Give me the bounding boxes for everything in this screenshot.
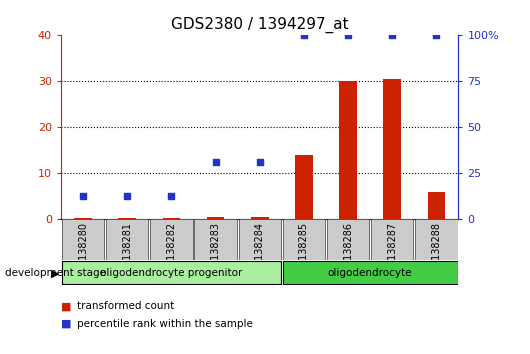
FancyBboxPatch shape <box>195 219 237 260</box>
Point <box>211 160 220 165</box>
Text: GSM138285: GSM138285 <box>299 222 309 281</box>
Bar <box>118 218 136 219</box>
Point <box>123 193 131 198</box>
FancyBboxPatch shape <box>282 219 325 260</box>
Point <box>255 160 264 165</box>
Text: oligodendrocyte: oligodendrocyte <box>328 268 412 278</box>
Bar <box>74 218 92 219</box>
FancyBboxPatch shape <box>106 219 148 260</box>
Text: GSM138286: GSM138286 <box>343 222 353 280</box>
FancyBboxPatch shape <box>327 219 369 260</box>
Text: GSM138283: GSM138283 <box>210 222 220 280</box>
FancyBboxPatch shape <box>62 261 281 285</box>
Text: GSM138282: GSM138282 <box>166 222 176 281</box>
FancyBboxPatch shape <box>238 219 281 260</box>
Point <box>432 33 440 38</box>
Bar <box>163 218 180 219</box>
Text: GSM138280: GSM138280 <box>78 222 88 280</box>
Text: GSM138284: GSM138284 <box>255 222 264 280</box>
FancyBboxPatch shape <box>371 219 413 260</box>
Point <box>388 33 396 38</box>
Text: development stage: development stage <box>5 268 107 278</box>
Point <box>167 193 175 198</box>
FancyBboxPatch shape <box>282 261 457 285</box>
Text: oligodendrocyte progenitor: oligodendrocyte progenitor <box>100 268 243 278</box>
Text: GSM138281: GSM138281 <box>122 222 132 280</box>
Text: GSM138287: GSM138287 <box>387 222 397 281</box>
FancyBboxPatch shape <box>150 219 192 260</box>
Bar <box>251 217 269 219</box>
Point <box>79 193 87 198</box>
Bar <box>428 192 445 219</box>
Point <box>344 33 352 38</box>
Text: GSM138288: GSM138288 <box>431 222 441 280</box>
Point <box>299 33 308 38</box>
Text: percentile rank within the sample: percentile rank within the sample <box>77 319 253 329</box>
FancyBboxPatch shape <box>62 219 104 260</box>
Text: transformed count: transformed count <box>77 301 174 311</box>
Bar <box>339 81 357 219</box>
Text: ■: ■ <box>61 301 72 311</box>
Title: GDS2380 / 1394297_at: GDS2380 / 1394297_at <box>171 16 349 33</box>
Bar <box>295 155 313 219</box>
Bar <box>207 217 224 219</box>
Bar <box>383 79 401 219</box>
Text: ■: ■ <box>61 319 72 329</box>
FancyBboxPatch shape <box>415 219 457 260</box>
Text: ▶: ▶ <box>51 268 59 278</box>
